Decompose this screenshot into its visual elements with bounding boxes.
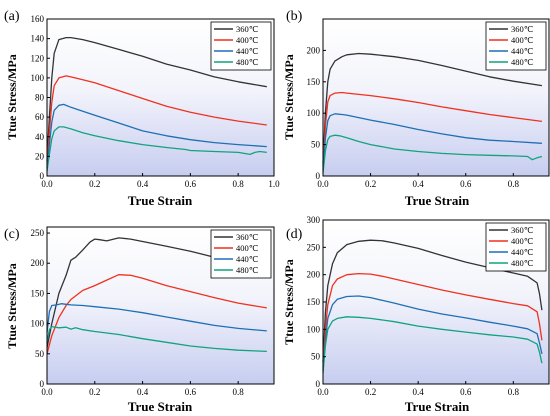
x-tick-label: 0.2: [89, 387, 100, 397]
panel-label: (d): [286, 227, 303, 242]
legend-label: 400℃: [236, 243, 259, 253]
x-axis-label: True Strain: [128, 399, 193, 414]
y-tick-label: 0: [40, 379, 45, 389]
x-tick-label: 0.8: [508, 179, 520, 189]
y-axis-label: Ttue Stress/MPa: [282, 54, 296, 139]
x-tick-label: 0.6: [185, 179, 197, 189]
panel-label: (c): [4, 227, 20, 242]
y-tick-label: 20: [35, 151, 45, 161]
y-tick-label: 50: [311, 352, 321, 362]
x-tick-label: 0.4: [137, 387, 149, 397]
legend-label: 440℃: [511, 247, 534, 257]
legend-label: 480℃: [511, 57, 534, 67]
y-tick-label: 300: [307, 215, 321, 225]
y-tick-label: 160: [31, 14, 45, 24]
legend-label: 400℃: [511, 35, 534, 45]
panel-b: 0.0 0.2 0.4 0.6 0.8 0 50 100 150 200 True Strain Tt…: [282, 9, 550, 208]
series-line-440c: [46, 103, 267, 169]
y-tick-label: 150: [307, 77, 321, 87]
y-axis-label: Ttue Stress/MPa: [5, 263, 19, 348]
legend-label: 360℃: [236, 232, 259, 242]
panel-c: 0.0 0.2 0.4 0.6 0.8 0 50 100 150 200 250 True Strai…: [4, 226, 275, 414]
legend-label: 360℃: [511, 225, 534, 235]
y-tick-label: 80: [35, 93, 45, 103]
x-tick-label: 0.2: [365, 387, 376, 397]
legend-label: 440℃: [236, 46, 259, 56]
x-axis-label: True Strain: [405, 193, 470, 208]
y-tick-label: 0: [40, 171, 45, 181]
series-line-360c: [322, 239, 543, 363]
legend-label: 440℃: [236, 254, 259, 264]
panel-a: 0.0 0.2 0.4 0.6 0.8 1.0 0 20 40 60 80 100 120 140 160 T…: [4, 9, 280, 208]
x-axis-label: True Strain: [405, 399, 470, 414]
legend-label: 480℃: [511, 258, 534, 268]
series-line-400c: [46, 75, 267, 165]
y-tick-label: 50: [311, 140, 321, 150]
panel-label: (a): [4, 9, 20, 24]
series-line-480c: [46, 126, 267, 172]
y-tick-label: 50: [35, 349, 45, 359]
series-line-440c: [46, 303, 267, 333]
x-tick-label: 0.0: [41, 179, 53, 189]
y-tick-label: 100: [31, 319, 45, 329]
y-tick-label: 60: [35, 112, 45, 122]
y-tick-label: 100: [307, 108, 321, 118]
series-line-360c: [322, 52, 542, 164]
legend-label: 480℃: [236, 57, 259, 67]
x-tick-label: 0.0: [317, 387, 329, 397]
y-tick-label: 100: [31, 73, 45, 83]
y-tick-label: 150: [31, 288, 45, 298]
y-tick-label: 120: [31, 53, 45, 63]
series-line-480c: [46, 325, 267, 353]
y-tick-label: 250: [31, 228, 45, 238]
x-tick-label: 1.0: [268, 179, 280, 189]
x-tick-label: 0.0: [317, 179, 329, 189]
legend-label: 440℃: [511, 46, 534, 56]
x-tick-label: 0.6: [185, 387, 197, 397]
x-tick-label: 0.0: [41, 387, 53, 397]
x-tick-label: 0.8: [233, 387, 245, 397]
y-axis-label: Ttue Stress/MPa: [5, 54, 19, 139]
y-tick-label: 140: [31, 34, 45, 44]
y-axis-label: Ttue Stress/MPa: [282, 259, 296, 344]
legend-label: 480℃: [236, 265, 259, 275]
legend-label: 360℃: [511, 24, 534, 34]
y-tick-label: 150: [307, 297, 321, 307]
x-tick-label: 0.4: [413, 387, 425, 397]
x-tick-label: 0.6: [460, 387, 472, 397]
x-tick-label: 0.2: [89, 179, 100, 189]
series-line-360c: [46, 36, 267, 162]
y-tick-label: 200: [307, 45, 321, 55]
legend-label: 360℃: [236, 24, 259, 34]
series-line-360c: [46, 237, 227, 348]
x-tick-label: 0.8: [233, 179, 245, 189]
series-line-440c: [322, 295, 543, 371]
y-tick-label: 200: [307, 270, 321, 280]
y-tick-label: 250: [307, 242, 321, 252]
y-tick-label: 200: [31, 258, 45, 268]
series-line-440c: [322, 113, 542, 170]
plot-frame: [46, 226, 275, 385]
y-tick-label: 40: [35, 132, 45, 142]
panel-label: (b): [286, 9, 303, 24]
x-axis-label: True Strain: [128, 193, 193, 208]
series-line-400c: [46, 274, 267, 354]
x-tick-label: 0.8: [508, 387, 520, 397]
plot-frame: [322, 18, 550, 177]
y-tick-label: 0: [316, 379, 321, 389]
panel-d: 0.0 0.2 0.4 0.6 0.8 0 50 100 150 200 250 300 True St…: [282, 215, 550, 414]
x-tick-label: 0.6: [460, 179, 472, 189]
x-tick-label: 0.4: [413, 179, 425, 189]
series-line-400c: [322, 91, 542, 167]
x-tick-label: 0.4: [137, 179, 149, 189]
y-tick-label: 100: [307, 324, 321, 334]
series-line-400c: [322, 272, 543, 368]
y-tick-label: 0: [316, 171, 321, 181]
series-line-480c: [322, 316, 543, 374]
x-tick-label: 0.2: [365, 179, 376, 189]
series-line-480c: [322, 134, 543, 173]
legend-label: 400℃: [511, 236, 534, 246]
legend-label: 400℃: [236, 35, 259, 45]
